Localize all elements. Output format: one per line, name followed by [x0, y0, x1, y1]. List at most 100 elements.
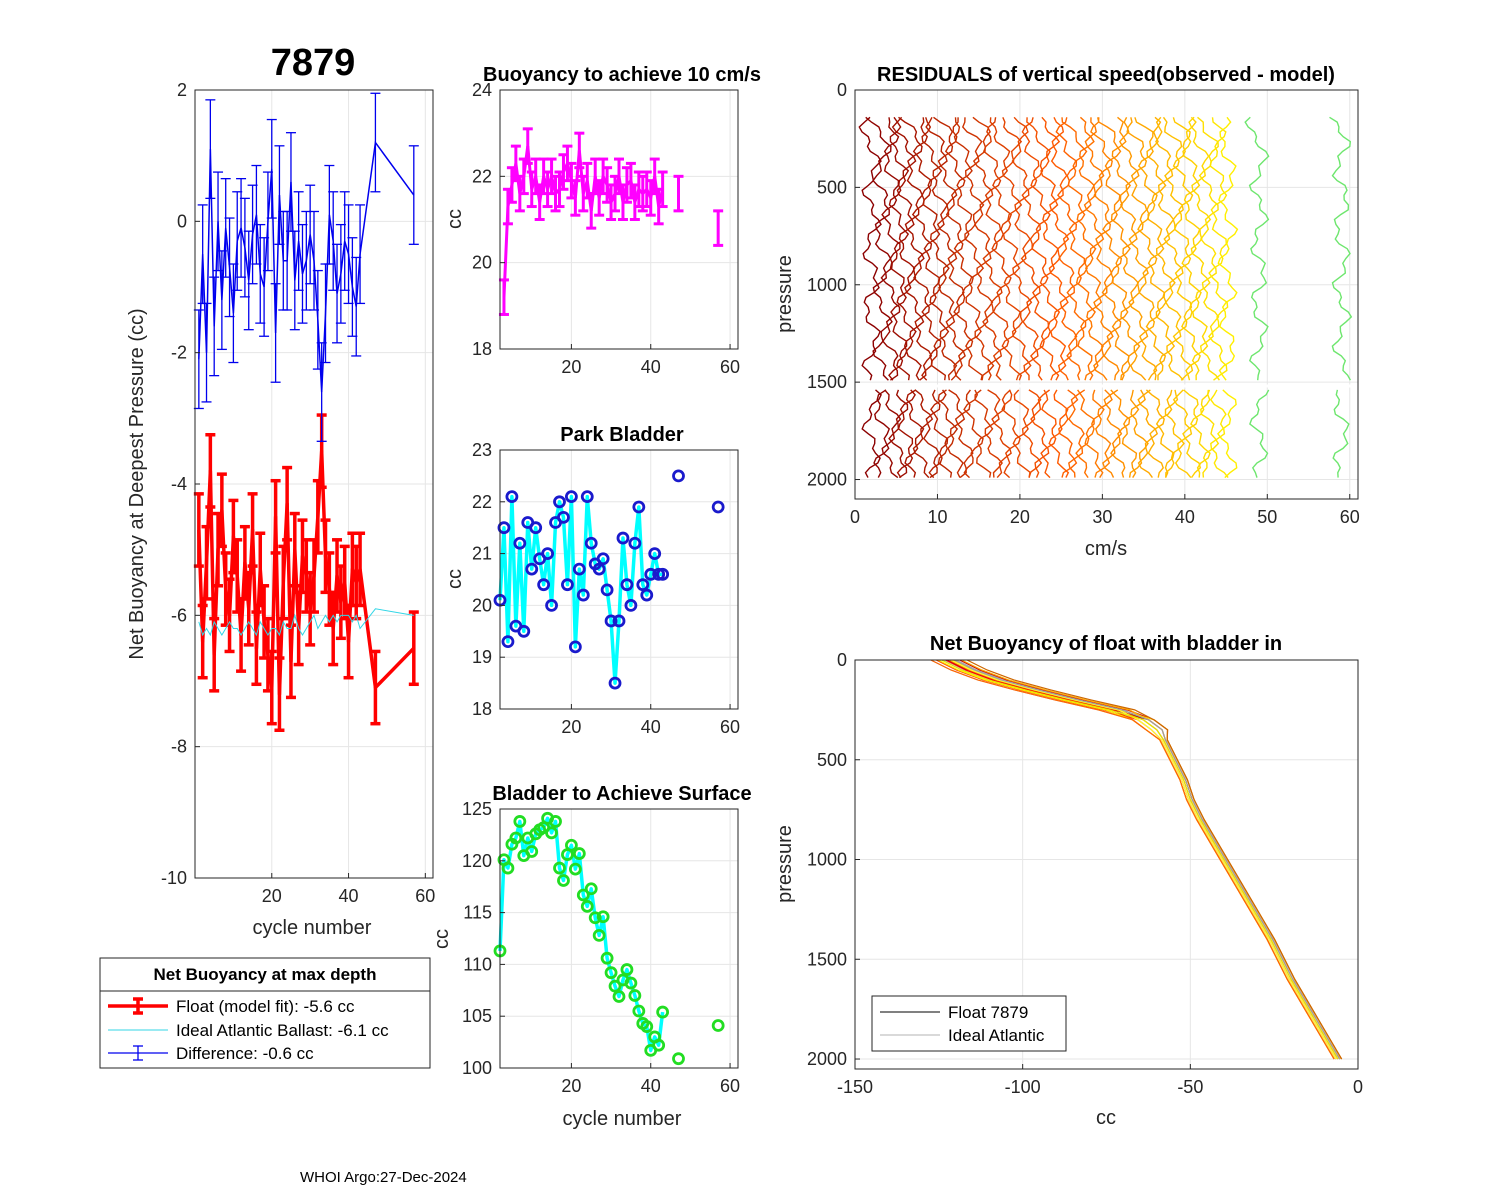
legend-float-7879-label: Float 7879: [948, 1003, 1028, 1022]
surface-bladder-marker: [624, 976, 638, 990]
surface-bladder-marker: [509, 831, 523, 845]
y-tick-label: -10: [161, 868, 187, 888]
buoyancy-10cms-chart: 20 40 60 18 20 22 24 Buoyancy to achieve 10 cm…: [444, 64, 761, 377]
x-tick-label: -100: [1005, 1077, 1041, 1097]
park-bladder-marker: [561, 578, 574, 592]
surface-bladder-marker: [620, 963, 634, 976]
surface-bladder-marker: [549, 815, 562, 828]
x-tick-label: 10: [927, 507, 947, 527]
residual-profile-line: [1097, 117, 1123, 478]
park-bladder-marker: [505, 490, 519, 504]
y-tick-label: 21: [472, 544, 492, 564]
residual-profile-line: [1162, 116, 1185, 478]
surface-bladder-marker: [565, 838, 578, 852]
residual-profile-line: [982, 117, 1004, 478]
residuals-title: RESIDUALS of vertical speed(observed - m…: [877, 64, 1335, 86]
y-tick-label: 500: [817, 750, 847, 770]
residual-profile-line: [911, 117, 934, 479]
net-buoyancy-chart: 20 40 60 -10 -8 -6 -4 -2 0 2 cycle number Net Buo…: [126, 80, 435, 939]
x-tick-label: 60: [720, 357, 740, 377]
surface-bladder-ylabel: cc: [431, 929, 453, 949]
x-tick-label: 40: [1175, 507, 1195, 527]
park-bladder-marker: [636, 578, 650, 592]
buoyancy-10cms-ylabel: cc: [444, 209, 466, 229]
residual-profile-line: [1026, 117, 1051, 478]
y-tick-label: 2000: [807, 1049, 847, 1069]
x-tick-label: 50: [1257, 507, 1277, 527]
y-tick-label: 125: [462, 799, 492, 819]
y-tick-label: -8: [171, 737, 187, 757]
x-tick-label: 30: [1092, 507, 1112, 527]
x-tick-label: 40: [339, 886, 359, 906]
surface-bladder-marker: [545, 826, 558, 840]
surface-bladder-marker: [596, 910, 610, 924]
x-tick-label: 60: [720, 1076, 740, 1096]
y-tick-label: 18: [472, 699, 492, 719]
y-tick-label: -6: [171, 605, 187, 625]
residual-profile-line: [888, 116, 910, 479]
difference-series-line: [198, 140, 415, 393]
surface-bladder-title: Bladder to Achieve Surface: [492, 783, 751, 805]
park-bladder-marker: [648, 547, 662, 560]
buoyancy-profile-line: [953, 659, 1341, 1060]
park-bladder-marker: [592, 562, 606, 576]
park-bladder-marker: [628, 536, 642, 550]
x-tick-label: -50: [1177, 1077, 1203, 1097]
residual-profile-line: [1126, 117, 1149, 478]
x-tick-label: 20: [561, 1076, 581, 1096]
park-bladder-marker: [600, 583, 614, 597]
buoyancy-10cms-line: [502, 145, 665, 298]
park-bladder-marker: [537, 578, 551, 592]
buoyancy-10cms-title: Buoyancy to achieve 10 cm/s: [483, 64, 761, 86]
y-tick-label: 115: [463, 903, 492, 923]
surface-bladder-marker: [600, 951, 614, 965]
buoyancy-profile-line: [950, 659, 1337, 1060]
y-tick-label: -2: [171, 343, 187, 363]
ideal-ballast-line: [198, 608, 414, 637]
surface-bladder-marker: [656, 1005, 670, 1019]
residual-profile-line: [1155, 116, 1176, 478]
y-tick-label: 24: [472, 80, 492, 100]
residual-profile-line: [953, 117, 974, 479]
residual-profile-line: [1134, 117, 1159, 479]
park-bladder-marker: [541, 547, 554, 560]
surface-bladder-marker: [576, 888, 590, 902]
park-bladder-marker: [604, 614, 618, 628]
y-tick-label: 2000: [807, 470, 847, 490]
net-buoyancy-ylabel: Net Buoyancy at Deepest Pressure (cc): [126, 308, 148, 659]
y-tick-label: 120: [462, 851, 492, 871]
park-bladder-marker: [553, 495, 566, 509]
x-tick-label: 20: [561, 357, 581, 377]
surface-bladder-line: [498, 816, 665, 1053]
park-bladder-marker: [632, 500, 646, 514]
surface-bladder-chart: 20 40 60 100 105 110 115 120 125 Bladder to Achi…: [431, 783, 752, 1130]
y-tick-label: -4: [171, 474, 187, 494]
buoyancy-profile-line: [941, 659, 1339, 1060]
park-bladder-marker: [529, 521, 543, 535]
legend-ideal-label: Ideal Atlantic Ballast: -6.1 cc: [176, 1021, 389, 1040]
residual-profile-line: [961, 117, 985, 479]
residuals-ylabel: pressure: [774, 255, 796, 333]
y-tick-label: 0: [837, 650, 847, 670]
legend-ideal-atlantic-label: Ideal Atlantic: [948, 1026, 1045, 1045]
surface-bladder-marker: [592, 928, 606, 942]
net-buoyancy-legend: Net Buoyancy at max depth Float (model f…: [99, 957, 431, 1069]
residual-profile-line: [1118, 116, 1141, 478]
park-bladder-chart: 20 40 60 18 19 20 21 22 23 Park Bladder cc: [444, 424, 740, 737]
y-tick-label: 1000: [807, 275, 847, 295]
float-series-line: [197, 449, 416, 696]
residual-profile-line: [1110, 116, 1132, 478]
park-bladder-marker: [501, 635, 515, 649]
residual-profile-line: [1061, 117, 1088, 478]
residual-profile-line: [1216, 116, 1239, 479]
residual-profile-line: [1145, 116, 1167, 478]
legend-difference-label: Difference: -0.6 cc: [176, 1044, 314, 1063]
residual-profile-line: [944, 117, 966, 478]
residual-profile-line: [1001, 117, 1023, 479]
residual-profile-line: [1083, 117, 1105, 478]
y-tick-label: 1500: [807, 372, 847, 392]
y-tick-label: 100: [462, 1058, 492, 1078]
surface-bladder-marker: [553, 861, 566, 875]
residual-profile-line: [925, 116, 950, 479]
